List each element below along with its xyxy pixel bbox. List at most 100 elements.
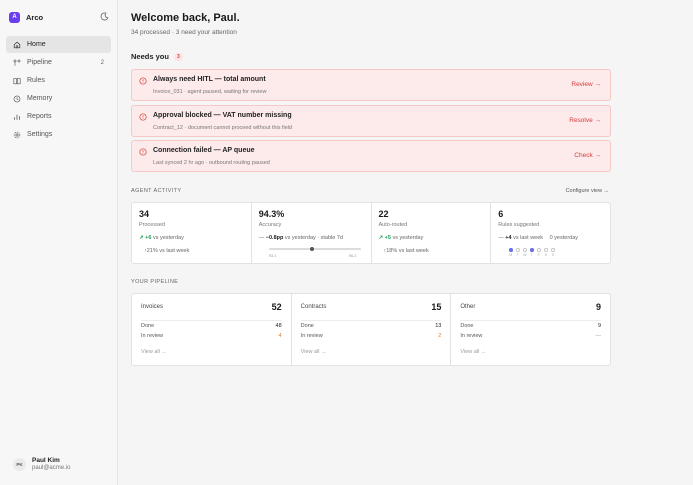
alert-card[interactable]: Connection failed — AP queue Last synced… (131, 140, 611, 172)
row-label: Done (300, 323, 314, 329)
view-all-link[interactable]: View all → (300, 349, 327, 355)
stat-value: 22 (378, 209, 389, 219)
user-profile[interactable]: PK Paul Kim paul@acme.io (13, 457, 70, 471)
view-all-link[interactable]: View all → (460, 349, 487, 355)
weekday-dot: S (542, 248, 549, 257)
page-title: Welcome back, Paul. (131, 12, 240, 24)
delta-value: +5 (384, 235, 391, 241)
pipeline-review-row: In review — (460, 333, 601, 339)
pipeline-done-row: Done 13 (301, 323, 442, 329)
stat-label: Auto-routed (378, 222, 408, 228)
stat-label: Rules suggested (498, 222, 540, 228)
pipeline-card-title: Other (460, 304, 476, 310)
delta-suffix: vs yesterday · stable 7d (284, 235, 343, 241)
agent-activity-heading: AGENT ACTIVITY (131, 188, 182, 194)
alert-title: Connection failed — AP queue (153, 147, 255, 154)
trend-flat-icon: — (258, 235, 265, 241)
memory-icon (13, 95, 21, 102)
resolve-button[interactable]: Resolve → (569, 117, 601, 124)
stat-value: 94.3% (258, 209, 285, 219)
weekday-dot: S (549, 248, 556, 257)
avatar: PK (13, 457, 26, 471)
sidebar-item-label: Pipeline (27, 59, 52, 66)
sidebar-item-reports[interactable]: Reports (6, 108, 111, 125)
pipeline-card-contracts[interactable]: Contracts 15 Done 13 In review 2 View all → (292, 294, 452, 365)
user-name: Paul Kim (32, 457, 60, 464)
review-button[interactable]: Review → (571, 81, 601, 88)
gear-icon (13, 131, 21, 138)
user-email: paul@acme.io (32, 465, 71, 471)
row-value: 48 (275, 323, 282, 329)
alert-card[interactable]: Approval blocked — VAT number missing Co… (131, 105, 611, 137)
row-value: — (595, 333, 602, 339)
alert-circle-icon (139, 148, 147, 156)
row-label: In review (141, 333, 164, 339)
sidebar: A Arco Home Pipeline 2 Rules Memory Repo… (0, 0, 118, 485)
pipeline-heading: YOUR PIPELINE (131, 279, 179, 285)
sidebar-item-rules[interactable]: Rules (6, 72, 111, 89)
page-subtitle: 34 processed · 3 need your attention (131, 29, 237, 36)
stat-delta: ↗ +5 vs yesterday (379, 235, 424, 241)
weekday-dot: W (521, 248, 528, 257)
alert-circle-icon (139, 77, 147, 85)
sidebar-item-home[interactable]: Home (6, 36, 111, 53)
needs-you-count-badge: 3 (173, 52, 183, 61)
weekday-dot: T (528, 248, 535, 257)
configure-view-link[interactable]: Configure view → (565, 188, 609, 194)
stat-card-auto-routed: 22 Auto-routed ↗ +5 vs yesterday ↑18% vs… (372, 203, 492, 263)
trend-up-icon: ↗ (378, 235, 384, 241)
alert-card[interactable]: Always need HITL — total amount Invoice_… (131, 69, 611, 101)
main-content: Welcome back, Paul. 34 processed · 3 nee… (118, 0, 693, 485)
row-value: 9 (597, 323, 602, 329)
needs-you-title: Needs you (131, 52, 169, 61)
pipeline-card-count: 9 (596, 302, 602, 312)
stat-note: ↑21% vs last week (144, 248, 190, 254)
weekday-dot: M (507, 248, 514, 257)
delta-value: +6 (145, 235, 152, 241)
sidebar-item-label: Settings (27, 131, 53, 138)
home-icon (13, 41, 21, 48)
stat-note: ↑18% vs last week (383, 248, 429, 254)
alert-title: Approval blocked — VAT number missing (153, 112, 292, 119)
theme-toggle-icon[interactable] (100, 12, 109, 21)
delta-suffix: vs yesterday (392, 235, 424, 241)
alert-detail: Last synced 2 hr ago · outbound routing … (153, 160, 270, 166)
pipeline-card-invoices[interactable]: Invoices 52 Done 48 In review 4 View all → (132, 294, 292, 365)
pipeline-card-other[interactable]: Other 9 Done 9 In review — View all → (451, 294, 610, 365)
needs-you-heading: Needs you 3 (131, 52, 183, 61)
app-name: Arco (26, 12, 44, 22)
pipeline-icon (13, 59, 21, 66)
pipeline-count-badge: 2 (100, 59, 104, 66)
sidebar-nav: Home Pipeline 2 Rules Memory Reports Set… (6, 36, 111, 144)
view-all-link[interactable]: View all → (141, 349, 167, 355)
pipeline-card-title: Contracts (300, 304, 327, 310)
pipeline-review-row: In review 2 (301, 333, 442, 339)
weekday-dot: F (535, 248, 542, 257)
row-value: 4 (278, 333, 282, 339)
stat-delta: — −0.8pp vs yesterday · stable 7d (259, 235, 343, 241)
sidebar-item-pipeline[interactable]: Pipeline 2 (6, 54, 111, 71)
sidebar-item-memory[interactable]: Memory (6, 90, 111, 107)
alert-title: Always need HITL — total amount (153, 76, 266, 83)
delta-suffix: vs yesterday (152, 235, 184, 241)
accuracy-range-bar (268, 246, 361, 251)
range-min: 93.1 (268, 253, 277, 258)
stat-card-processed: 34 Processed ↗ +6 vs yesterday ↑21% vs l… (132, 203, 252, 263)
row-label: Done (460, 323, 474, 329)
pipeline-card-count: 15 (431, 302, 442, 312)
sidebar-item-label: Rules (27, 77, 45, 84)
sidebar-item-settings[interactable]: Settings (6, 126, 111, 143)
accuracy-marker (310, 246, 315, 251)
trend-up-icon: ↗ (139, 235, 144, 241)
stat-card-accuracy: 94.3% Accuracy — −0.8pp vs yesterday · s… (252, 203, 372, 263)
bar-chart-icon (14, 114, 20, 120)
trend-flat-icon: — (498, 235, 504, 241)
row-label: In review (460, 333, 483, 339)
brand[interactable]: A Arco (9, 11, 43, 23)
check-button[interactable]: Check → (574, 152, 601, 159)
row-label: Done (141, 323, 155, 329)
stat-value: 6 (498, 209, 504, 219)
pipeline-card-title: Invoices (141, 304, 164, 310)
book-icon (13, 77, 21, 84)
app-logo: A (9, 11, 20, 23)
